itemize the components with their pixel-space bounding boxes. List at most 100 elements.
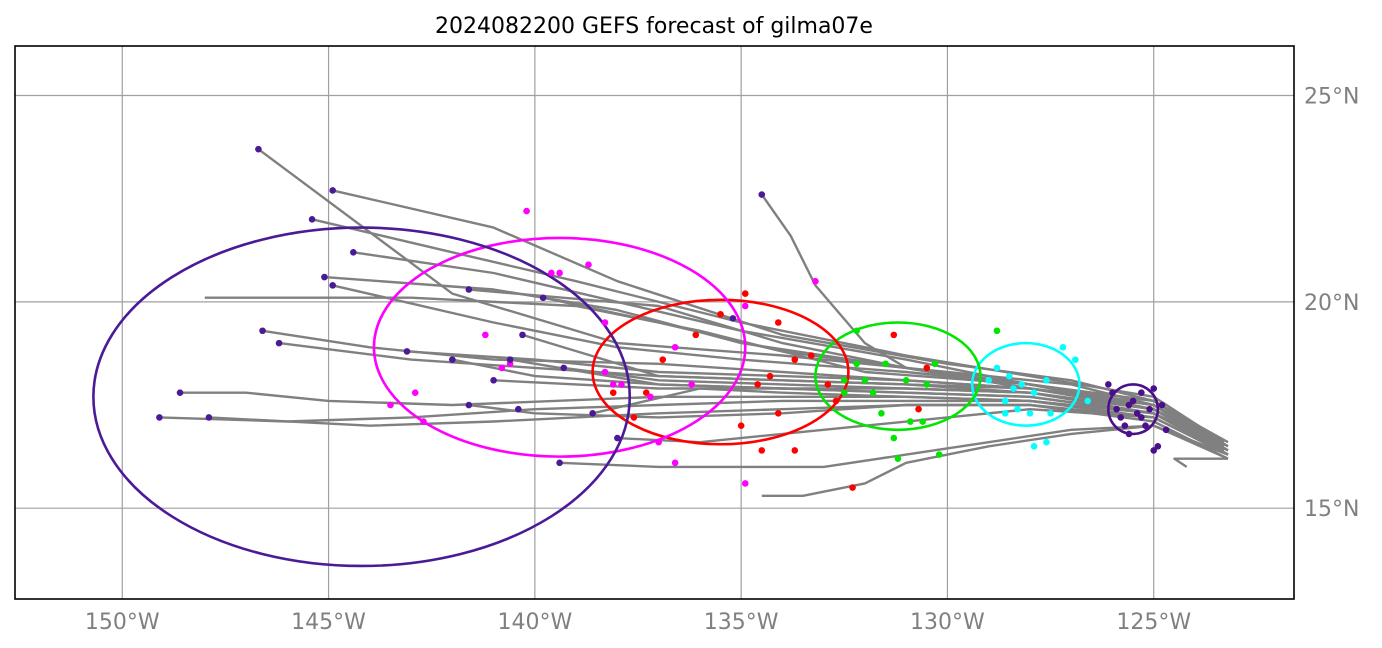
forecast-point-day4 xyxy=(849,484,856,491)
forecast-point-day3 xyxy=(878,409,885,417)
forecast-point-day2 xyxy=(1014,405,1021,413)
forecast-point-day1 xyxy=(1138,389,1145,396)
forecast-point-day1 xyxy=(1117,414,1125,421)
forecast-point-day3 xyxy=(882,360,889,368)
forecast-point-day4 xyxy=(754,381,761,388)
forecast-point-day1 xyxy=(1133,409,1141,417)
plot-area xyxy=(92,145,1229,568)
forecast-point-day6 xyxy=(255,145,262,153)
forecast-point-day3 xyxy=(935,451,943,458)
ensemble-tracks xyxy=(159,148,1229,497)
forecast-point-day3 xyxy=(931,360,939,368)
forecast-point-day2 xyxy=(1006,372,1013,380)
forecast-point-day6 xyxy=(614,434,621,442)
lat-tick-label: 20°N xyxy=(1304,291,1359,316)
forecast-point-day3 xyxy=(907,418,914,425)
forecast-point-day6 xyxy=(205,414,213,421)
lat-tick-label: 15°N xyxy=(1304,497,1359,522)
lat-tick-label: 25°N xyxy=(1304,85,1359,110)
forecast-positions xyxy=(156,145,1170,491)
forecast-point-day6 xyxy=(259,327,266,335)
forecast-point-day1 xyxy=(1113,405,1120,413)
lon-tick-label: 130°W xyxy=(910,610,985,635)
forecast-point-day4 xyxy=(890,331,898,339)
forecast-point-day6 xyxy=(519,331,526,339)
forecast-point-day3 xyxy=(853,327,860,335)
forecast-point-day4 xyxy=(737,422,745,429)
forecast-point-day6 xyxy=(465,286,473,293)
forecast-point-day4 xyxy=(758,447,766,454)
ensemble-track xyxy=(311,218,1225,444)
ensemble-track xyxy=(208,403,1229,460)
ensemble-track xyxy=(760,193,1225,448)
forecast-point-day1 xyxy=(1121,422,1129,429)
forecast-point-day6 xyxy=(350,249,357,256)
forecast-point-day5 xyxy=(585,261,592,269)
forecast-point-day4 xyxy=(774,319,782,326)
forecast-point-day1 xyxy=(1109,389,1116,396)
forecast-point-day1 xyxy=(1162,426,1170,434)
lon-tick-label: 125°W xyxy=(1116,610,1191,635)
axis-tick-labels: 150°W 145°W 140°W 135°W 130°W 125°W 15°N 20°N 25… xyxy=(85,85,1360,635)
forecast-point-day5 xyxy=(647,393,654,401)
forecast-point-day4 xyxy=(807,352,815,359)
spread-ellipse-day6 xyxy=(92,226,632,568)
forecast-point-day2 xyxy=(1047,409,1054,417)
forecast-point-day5 xyxy=(498,364,506,372)
forecast-point-day3 xyxy=(853,360,860,368)
forecast-point-day5 xyxy=(618,381,625,388)
spread-ellipse-day2 xyxy=(970,341,1081,427)
forecast-point-day5 xyxy=(601,319,609,326)
forecast-point-day2 xyxy=(1010,385,1017,392)
forecast-point-day5 xyxy=(671,459,679,467)
forecast-point-day2 xyxy=(1084,397,1092,405)
forecast-point-day2 xyxy=(1001,409,1009,417)
forecast-point-day2 xyxy=(1043,376,1050,384)
forecast-point-day4 xyxy=(915,405,922,413)
lon-tick-label: 135°W xyxy=(704,610,779,635)
forecast-point-day5 xyxy=(671,343,679,351)
spread-ellipse-day1 xyxy=(1107,383,1160,436)
forecast-point-day6 xyxy=(275,339,283,347)
forecast-point-day5 xyxy=(482,331,489,339)
forecast-point-day4 xyxy=(774,409,782,417)
forecast-point-day6 xyxy=(560,364,568,372)
forecast-point-day1 xyxy=(1129,397,1137,405)
spread-ellipse-day4 xyxy=(591,298,850,446)
forecast-point-day4 xyxy=(659,356,667,363)
forecast-point-day6 xyxy=(449,356,456,363)
forecast-point-day6 xyxy=(515,405,522,413)
forecast-point-day5 xyxy=(609,381,617,388)
forecast-point-day1 xyxy=(1125,401,1133,409)
forecast-point-day5 xyxy=(601,368,609,376)
forecast-point-day6 xyxy=(539,294,547,302)
forecast-point-day4 xyxy=(832,397,840,405)
forecast-point-day6 xyxy=(321,273,328,281)
forecast-point-day6 xyxy=(729,315,737,322)
forecast-point-day3 xyxy=(923,381,931,388)
lon-tick-label: 145°W xyxy=(291,610,366,635)
forecast-point-day5 xyxy=(420,418,427,425)
forecast-point-day6 xyxy=(329,187,336,194)
map-title: 2024082200 GEFS forecast of gilma07e xyxy=(435,14,873,39)
forecast-point-day6 xyxy=(465,401,473,409)
forecast-point-day3 xyxy=(902,376,910,384)
forecast-point-day1 xyxy=(1146,405,1153,413)
gridlines xyxy=(15,46,1294,599)
forecast-point-day4 xyxy=(741,290,749,297)
forecast-point-day6 xyxy=(176,389,184,396)
forecast-point-day5 xyxy=(741,302,749,310)
forecast-point-day4 xyxy=(692,331,700,339)
forecast-point-day3 xyxy=(869,389,877,396)
forecast-point-day6 xyxy=(506,356,514,363)
forecast-point-day2 xyxy=(1018,381,1025,388)
forecast-point-day1 xyxy=(1142,422,1149,429)
forecast-point-day6 xyxy=(156,414,163,421)
forecast-point-day2 xyxy=(1030,389,1038,396)
forecast-point-day4 xyxy=(630,414,638,421)
forecast-point-day2 xyxy=(1026,409,1034,417)
forecast-point-day5 xyxy=(812,277,819,285)
forecast-point-day3 xyxy=(840,389,848,396)
forecast-point-day5 xyxy=(741,480,749,487)
